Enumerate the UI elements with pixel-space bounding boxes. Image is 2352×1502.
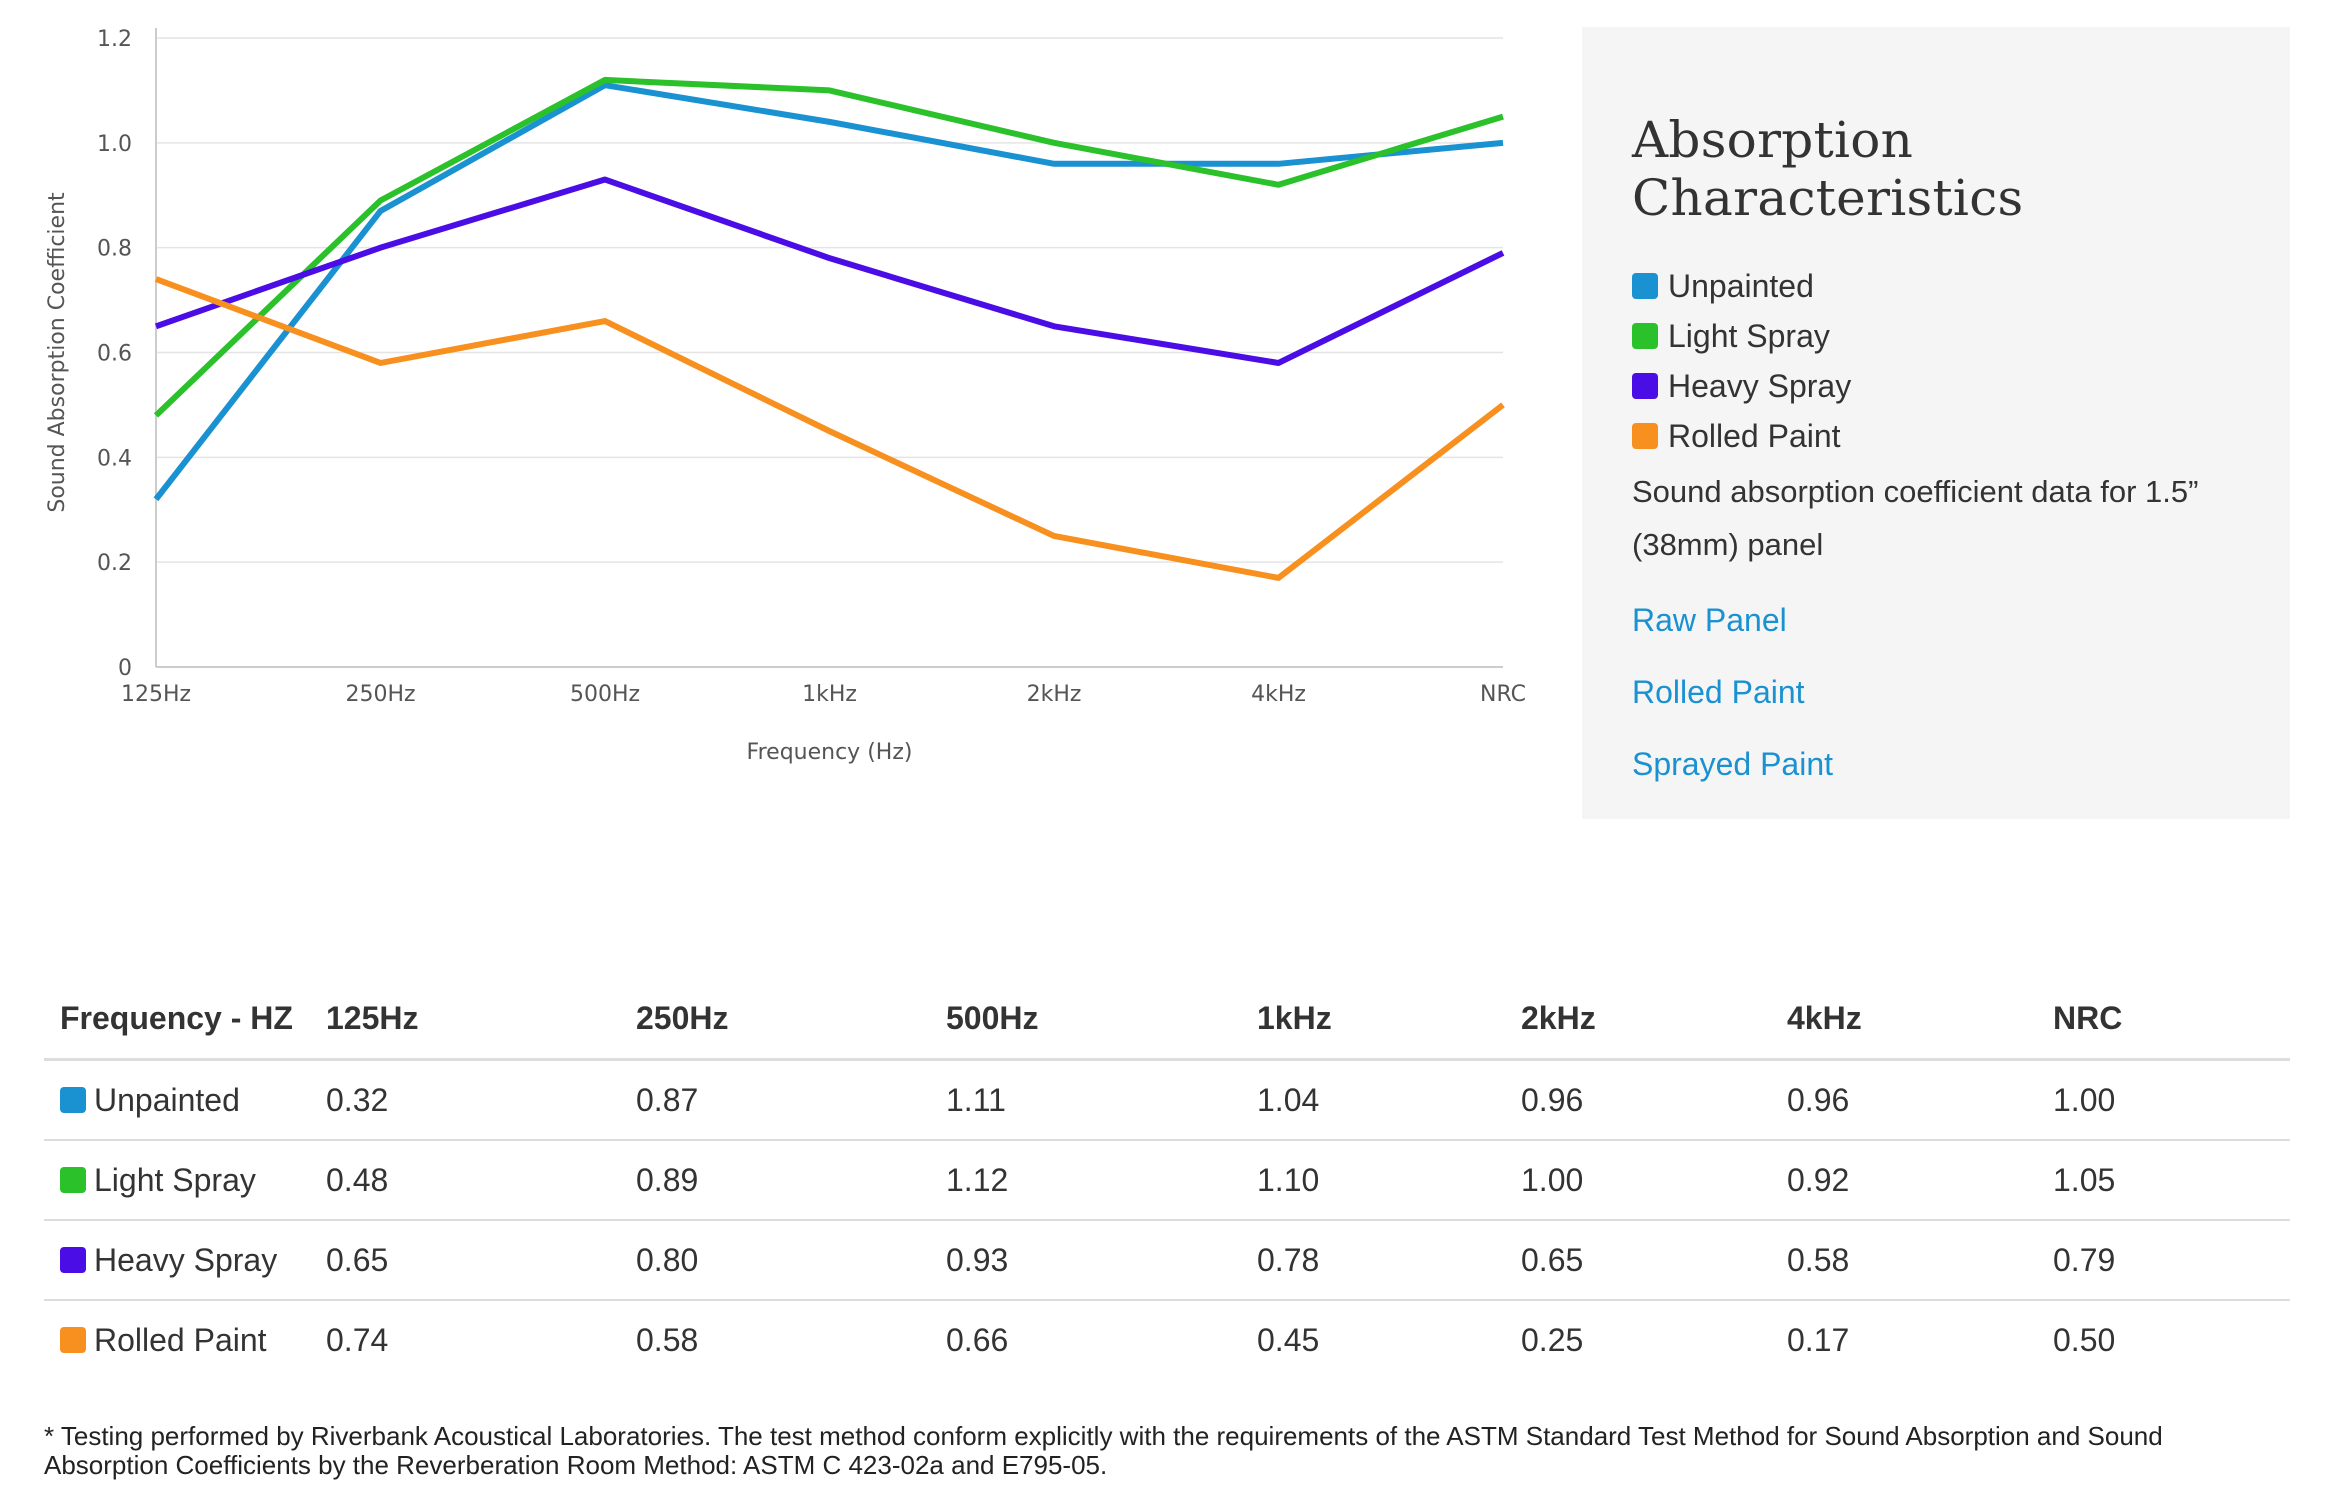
rolled-paint-swatch (60, 1327, 86, 1353)
legend-item-rolled-paint: Rolled Paint (1632, 411, 2242, 461)
legend-label: Heavy Spray (1668, 367, 1852, 404)
table-cell: 0.80 (620, 1220, 930, 1301)
table-cell: 0.93 (930, 1220, 1241, 1301)
info-title: Absorption Characteristics (1632, 111, 2024, 227)
table-header-row: Frequency - HZ 125Hz 250Hz 500Hz 1kHz 2k… (44, 978, 2290, 1061)
row-label: Rolled Paint (94, 1321, 267, 1358)
table-cell: 0.79 (2037, 1220, 2290, 1301)
row-label: Heavy Spray (94, 1241, 278, 1278)
table-row: Heavy Spray 0.65 0.80 0.93 0.78 0.65 0.5… (44, 1220, 2290, 1301)
light-spray-swatch (60, 1167, 86, 1193)
header-250hz: 250Hz (620, 978, 930, 1061)
table-cell: 1.04 (1241, 1059, 1505, 1141)
y-tick-label: 1.2 (97, 27, 132, 52)
line-chart: 0 0.2 0.4 0.6 0.8 1.0 1.2 125Hz 250Hz 500Hz 1kHz 2k… (0, 0, 1560, 800)
x-tick-label: 1kHz (802, 682, 857, 707)
table-cell: 1.00 (1505, 1140, 1771, 1221)
heavy-spray-swatch (1632, 373, 1658, 399)
heavy-spray-swatch (60, 1247, 86, 1273)
table-cell: 0.87 (620, 1059, 930, 1141)
x-tick-label: 500Hz (570, 682, 640, 707)
table-cell: 1.05 (2037, 1140, 2290, 1221)
table-cell: 1.00 (2037, 1059, 2290, 1141)
series-line-unpainted (153, 82, 1504, 502)
legend-label: Rolled Paint (1668, 417, 1841, 454)
rolled-paint-swatch (1632, 423, 1658, 449)
legend-item-unpainted: Unpainted (1632, 261, 2242, 311)
table-cell: 0.65 (310, 1220, 620, 1301)
x-tick-label: 250Hz (345, 682, 415, 707)
row-label: Unpainted (94, 1081, 240, 1118)
x-tick-label: NRC (1480, 682, 1526, 707)
y-tick-label: 1.0 (97, 132, 132, 157)
table-row: Light Spray 0.48 0.89 1.12 1.10 1.00 0.9… (44, 1140, 2290, 1221)
header-frequency: Frequency - HZ (44, 978, 310, 1061)
table-cell: 0.48 (310, 1140, 620, 1221)
table-cell: 0.74 (326, 1321, 389, 1358)
table-cell: 0.96 (1505, 1059, 1771, 1141)
header-4khz: 4kHz (1771, 978, 2037, 1061)
y-tick-label: 0.6 (97, 342, 132, 367)
header-500hz: 500Hz (930, 978, 1241, 1061)
table-row: Unpainted 0.32 0.87 1.11 1.04 0.96 0.96 … (44, 1059, 2290, 1141)
x-tick-label: 2kHz (1027, 682, 1082, 707)
y-tick-label: 0.8 (97, 237, 132, 262)
footnote: * Testing performed by Riverbank Acousti… (44, 1421, 2163, 1480)
row-label: Light Spray (94, 1161, 256, 1198)
series-line-rolled-paint (154, 276, 1505, 581)
info-description: Sound absorption coefficient data for 1.… (1632, 474, 2199, 562)
light-spray-swatch (1632, 323, 1658, 349)
header-2khz: 2kHz (1505, 978, 1771, 1061)
table-cell: 0.92 (1771, 1140, 2037, 1221)
table-cell: 1.10 (1241, 1140, 1505, 1221)
legend-label: Light Spray (1668, 317, 1830, 354)
x-tick-label: 125Hz (121, 682, 191, 707)
sprayed-paint-link[interactable]: Sprayed Paint (1632, 746, 1834, 782)
table-cell: 0.78 (1241, 1220, 1505, 1301)
table-cell: 0.96 (1771, 1059, 2037, 1141)
row-label-cell: Unpainted (44, 1059, 310, 1141)
y-tick-label: 0.2 (97, 551, 132, 576)
table-cell: 0.89 (620, 1140, 930, 1221)
row-label-cell: Light Spray (44, 1140, 310, 1221)
table-cell: 0.45 (1257, 1321, 1320, 1358)
header-1khz: 1kHz (1241, 978, 1505, 1061)
table-cell: 1.12 (930, 1140, 1241, 1221)
row-label-cell: Rolled Paint (44, 1300, 310, 1379)
unpainted-swatch (1632, 273, 1658, 299)
header-125hz: 125Hz (310, 978, 620, 1061)
y-tick-label: 0.4 (97, 446, 132, 471)
table-row: Rolled Paint 0.74 0.58 0.66 0.45 0.25 0.… (44, 1300, 2290, 1379)
table-cell: 0.66 (946, 1321, 1009, 1358)
series-line-light-spray (153, 76, 1504, 418)
table-cell: 0.65 (1505, 1220, 1771, 1301)
raw-panel-link[interactable]: Raw Panel (1632, 602, 1787, 638)
series-line-heavy-spray (155, 176, 1505, 366)
row-label-cell: Heavy Spray (44, 1220, 310, 1301)
legend-label: Unpainted (1668, 267, 1814, 304)
legend-item-light-spray: Light Spray (1632, 311, 2242, 361)
x-tick-label: 4kHz (1251, 682, 1306, 707)
table-cell: 0.58 (636, 1321, 699, 1358)
y-axis-title: Sound Absorption Coefficient (45, 192, 70, 513)
unpainted-swatch (60, 1087, 86, 1113)
x-axis-title: Frequency (Hz) (747, 740, 913, 765)
table-cell: 0.17 (1787, 1321, 1850, 1358)
rolled-paint-link[interactable]: Rolled Paint (1632, 674, 1805, 710)
legend: Unpainted Light Spray Heavy Spray Rolled… (1632, 261, 2242, 461)
info-panel: Absorption Characteristics Unpainted Lig… (1582, 27, 2290, 819)
header-nrc: NRC (2037, 978, 2290, 1061)
legend-item-heavy-spray: Heavy Spray (1632, 361, 2242, 411)
table-cell: 0.50 (2053, 1321, 2116, 1358)
y-tick-label: 0 (118, 656, 132, 681)
chart-svg: 0 0.2 0.4 0.6 0.8 1.0 1.2 125Hz 250Hz 500Hz 1kHz 2k… (45, 27, 1526, 765)
table-cell: 0.25 (1521, 1321, 1584, 1358)
table-cell: 0.58 (1771, 1220, 2037, 1301)
table-cell: 0.32 (310, 1059, 620, 1141)
absorption-table: Frequency - HZ 125Hz 250Hz 500Hz 1kHz 2k… (44, 978, 2290, 1379)
table-cell: 1.11 (930, 1059, 1241, 1141)
